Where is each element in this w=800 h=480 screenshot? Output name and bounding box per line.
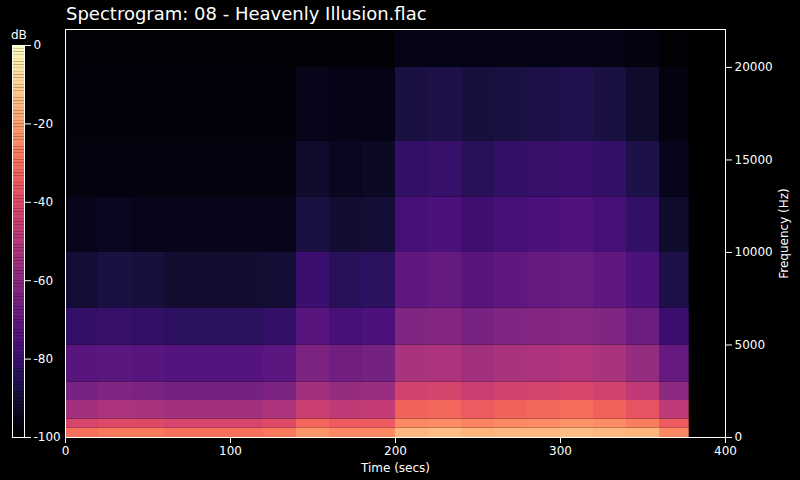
svg-text:Time (secs): Time (secs) <box>360 461 430 475</box>
svg-text:-20: -20 <box>34 117 54 131</box>
html-text:Spectrogram: 08 - Heavenly Ill: Spectrogram: 08 - Heavenly Illusion.flac <box>66 3 427 24</box>
svg-text:400: 400 <box>714 444 737 458</box>
svg-text:0: 0 <box>735 430 743 444</box>
svg-text:200: 200 <box>384 444 407 458</box>
svg-text:0: 0 <box>34 38 42 52</box>
svg-text:-40: -40 <box>34 195 54 209</box>
svg-text:15000: 15000 <box>735 153 773 167</box>
svg-text:100: 100 <box>219 444 242 458</box>
html-text:dB: dB <box>11 28 27 42</box>
svg-text:Frequency (Hz): Frequency (Hz) <box>777 188 791 279</box>
svg-text:0: 0 <box>62 444 70 458</box>
svg-text:-80: -80 <box>34 352 54 366</box>
svg-text:10000: 10000 <box>735 245 773 259</box>
svg-text:5000: 5000 <box>735 338 766 352</box>
svg-text:20000: 20000 <box>735 60 773 74</box>
svg-text:-100: -100 <box>34 430 61 444</box>
svg-text:300: 300 <box>549 444 572 458</box>
svg-text:-60: -60 <box>34 274 54 288</box>
